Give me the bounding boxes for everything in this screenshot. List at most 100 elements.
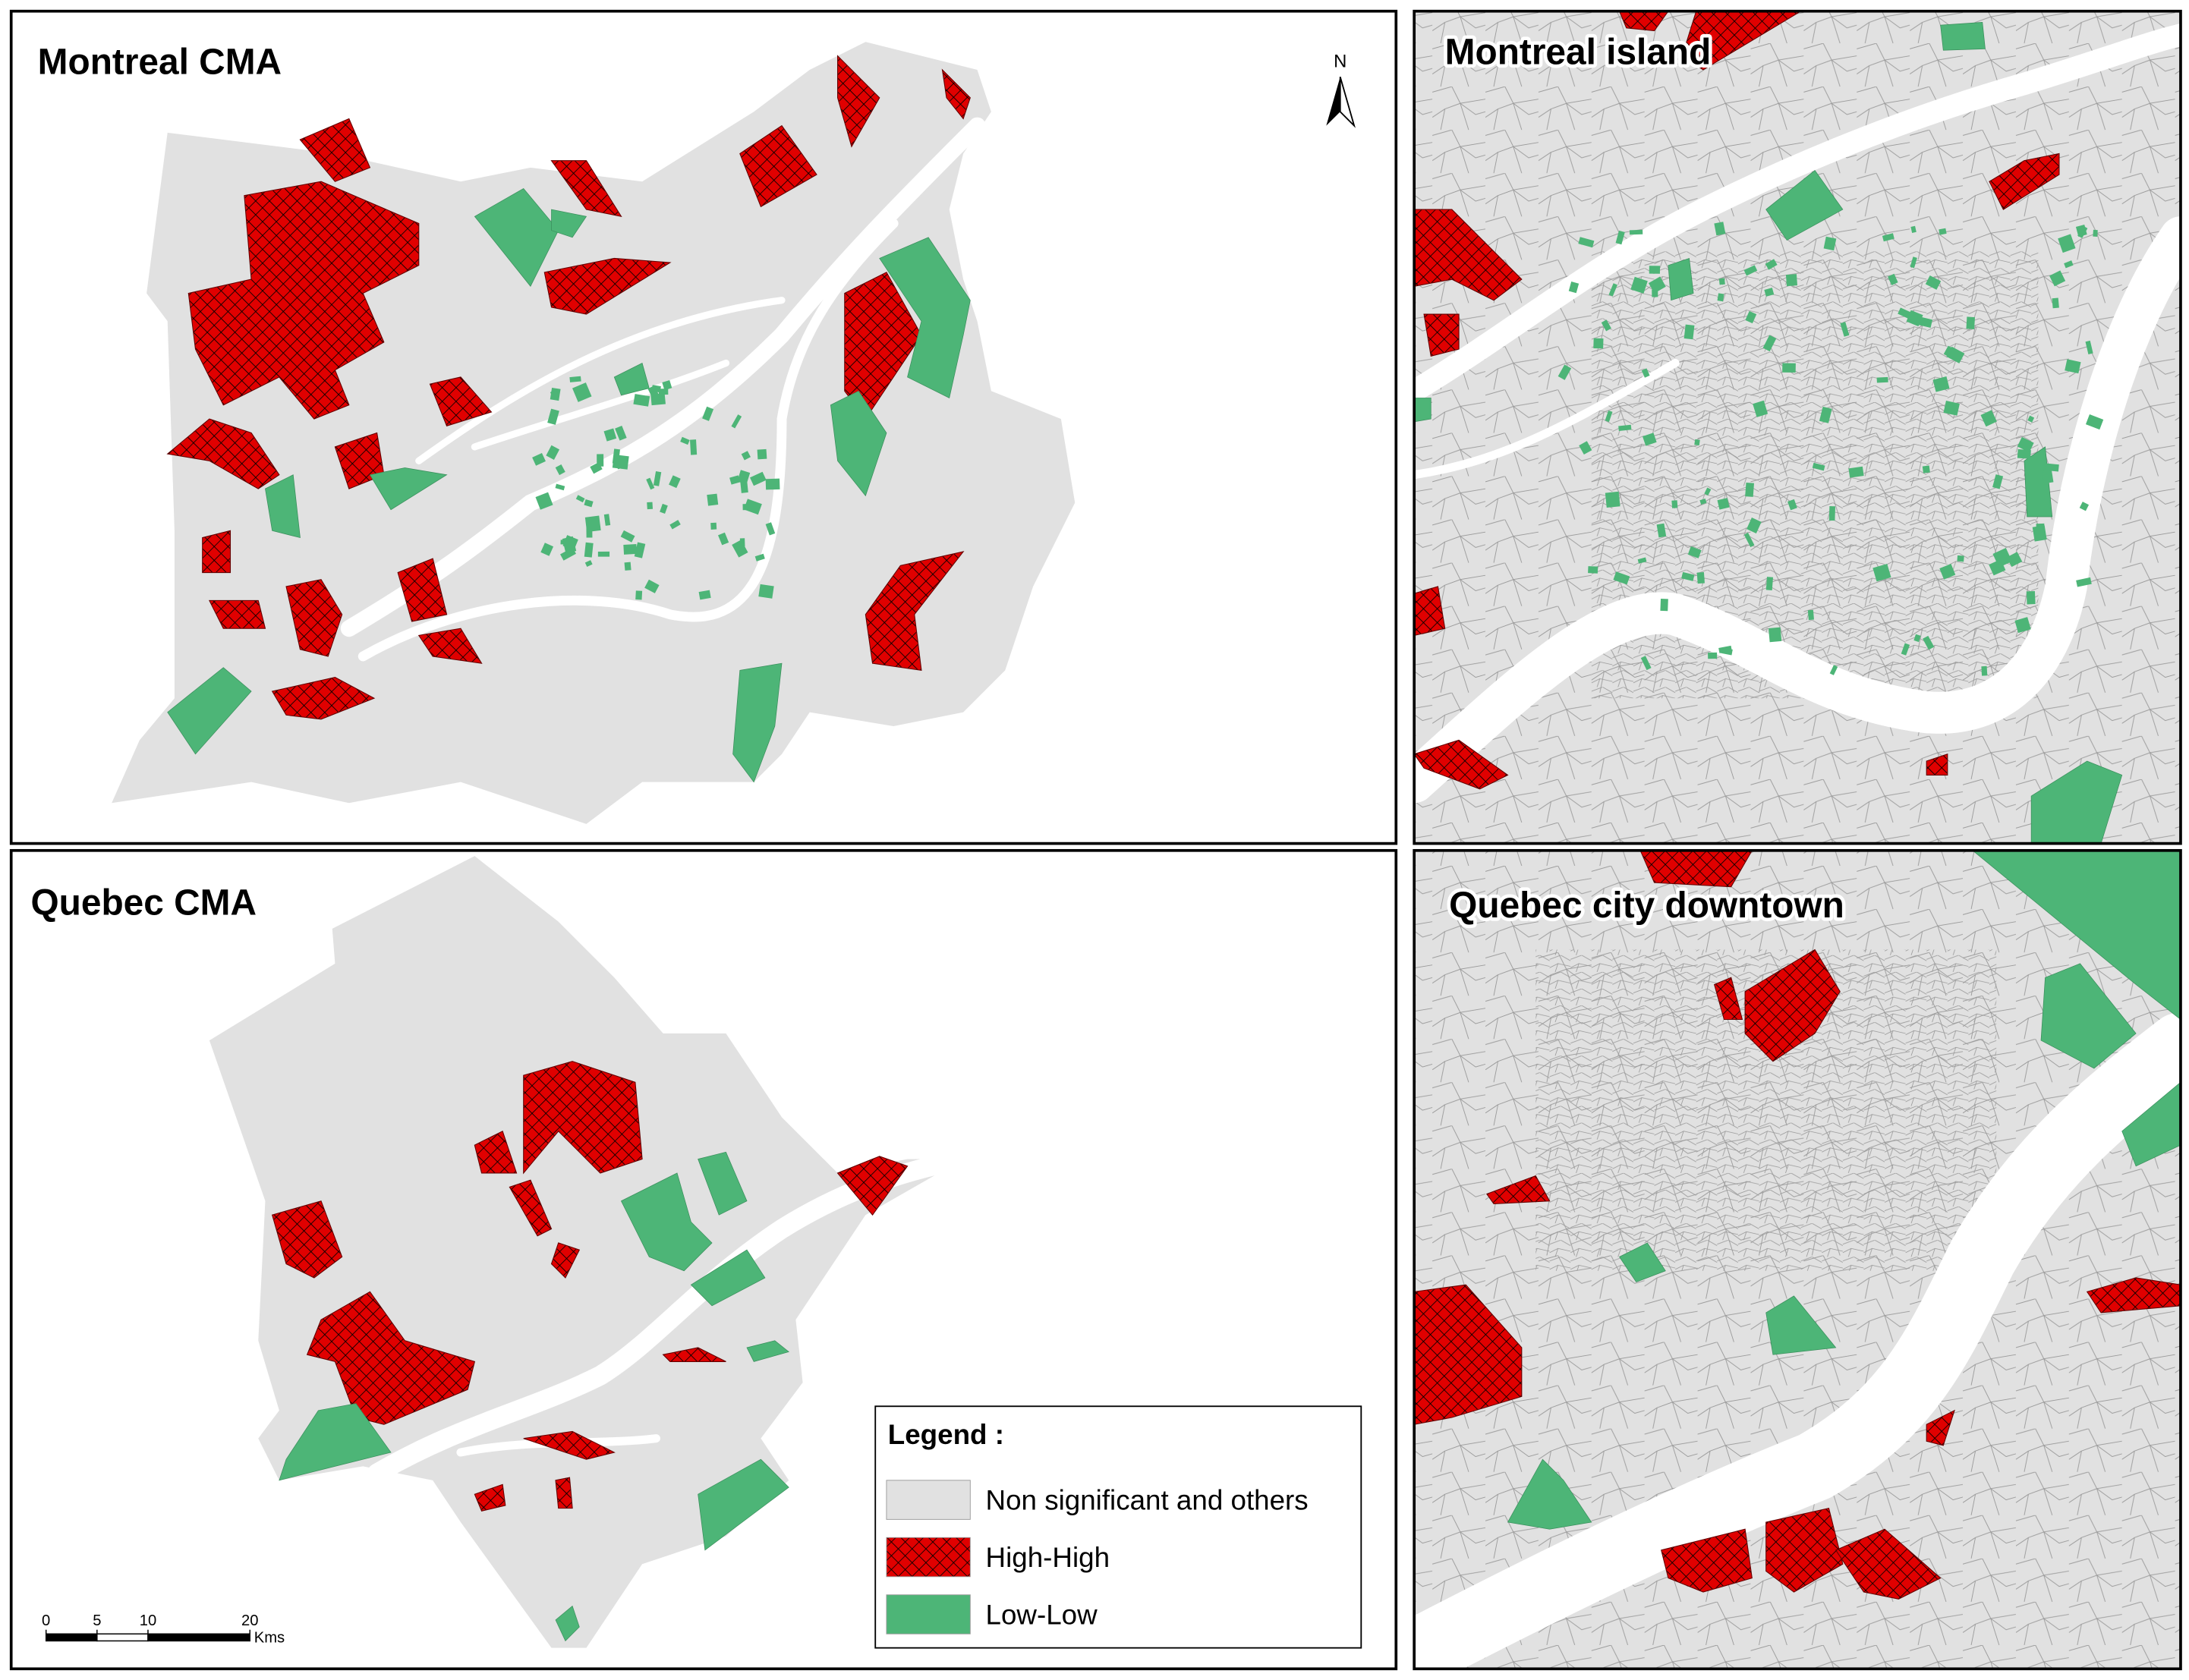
region <box>698 1458 789 1551</box>
tract <box>1943 401 1960 416</box>
tract <box>1848 466 1864 478</box>
tract <box>1807 609 1814 621</box>
legend-swatch <box>886 1594 971 1634</box>
tract <box>1898 307 1914 320</box>
tract <box>603 428 617 442</box>
tract <box>647 502 654 510</box>
scale-segment <box>96 1633 149 1642</box>
river <box>340 117 986 637</box>
region <box>543 257 672 315</box>
tract <box>741 451 751 461</box>
tract <box>1888 273 1898 286</box>
tract <box>669 475 681 489</box>
panel-montreal-cma: N Montreal CMA <box>34 39 1356 824</box>
tract <box>1683 324 1695 340</box>
tract <box>1601 319 1611 332</box>
panel-title: Montreal island <box>1445 33 1712 73</box>
tract <box>555 464 565 476</box>
tract <box>1717 498 1730 510</box>
tract <box>1615 230 1625 245</box>
tract <box>651 385 661 393</box>
region <box>836 1156 909 1216</box>
region <box>550 160 622 218</box>
tract <box>1943 345 1962 362</box>
region <box>551 209 587 238</box>
tract <box>1696 571 1705 584</box>
panel-title: Quebec city downtown <box>1449 886 1844 926</box>
region <box>1744 949 1841 1062</box>
tract <box>1913 634 1921 643</box>
tract <box>2079 502 2090 511</box>
tract <box>1829 665 1838 675</box>
north-arrow: N <box>1326 51 1356 128</box>
tract <box>1765 259 1778 270</box>
scale-segment <box>45 1633 98 1642</box>
region <box>2030 760 2123 844</box>
region <box>1681 11 1802 71</box>
region <box>690 1249 766 1307</box>
panel-frame <box>9 9 1398 845</box>
region <box>209 599 266 629</box>
tract <box>1939 228 1947 235</box>
tract <box>1743 265 1758 276</box>
tract <box>1916 316 1933 328</box>
tract <box>1922 465 1930 473</box>
tract <box>647 385 659 398</box>
tract <box>1957 555 1964 562</box>
tract <box>2045 463 2059 472</box>
region <box>1507 1458 1592 1530</box>
tract <box>1694 439 1700 446</box>
region <box>941 68 971 120</box>
region <box>1668 257 1694 301</box>
tract <box>698 590 711 600</box>
tract <box>702 406 714 421</box>
region <box>1639 850 1753 888</box>
tract <box>612 455 629 470</box>
tract <box>1717 293 1724 302</box>
panel-frame <box>9 848 1398 1671</box>
tract <box>1660 598 1668 612</box>
tract <box>658 389 669 395</box>
tract <box>1925 275 1942 290</box>
tract <box>2058 234 2076 253</box>
tract <box>1765 577 1774 590</box>
tract <box>1910 256 1917 269</box>
region <box>369 467 448 511</box>
region <box>1414 398 1432 423</box>
tract <box>2041 469 2054 484</box>
legend-title: Legend : <box>888 1419 1004 1450</box>
tract <box>532 452 546 466</box>
tract <box>2026 590 2036 605</box>
region <box>1835 1528 1942 1600</box>
scale-label: 0 <box>42 1612 50 1629</box>
region <box>1989 153 2060 210</box>
tract <box>1992 474 2004 489</box>
tract <box>1981 665 1988 676</box>
tract <box>1910 225 1917 234</box>
tract <box>1649 266 1661 274</box>
tract <box>1618 424 1632 431</box>
tract <box>1629 229 1643 235</box>
tract <box>1768 627 1782 643</box>
tract <box>584 560 593 567</box>
river <box>1414 24 2181 403</box>
panel-quebec-downtown: Quebec city downtown <box>1414 850 2181 1669</box>
region <box>1765 169 1844 241</box>
tract <box>1753 400 1769 417</box>
tract <box>1605 491 1620 508</box>
tract <box>1785 274 1798 287</box>
tract <box>2085 340 2093 354</box>
tract <box>1557 364 1572 380</box>
tract <box>584 515 601 533</box>
region <box>299 118 371 182</box>
river <box>415 297 786 464</box>
tract <box>2052 297 2059 309</box>
region <box>417 628 483 664</box>
region <box>187 181 420 420</box>
tract <box>2076 577 2092 587</box>
legend: Legend : Non significant and others High-… <box>874 1405 1362 1649</box>
tract <box>1823 236 1837 251</box>
tract <box>597 551 610 557</box>
region <box>1485 1175 1551 1204</box>
region <box>523 1430 616 1460</box>
